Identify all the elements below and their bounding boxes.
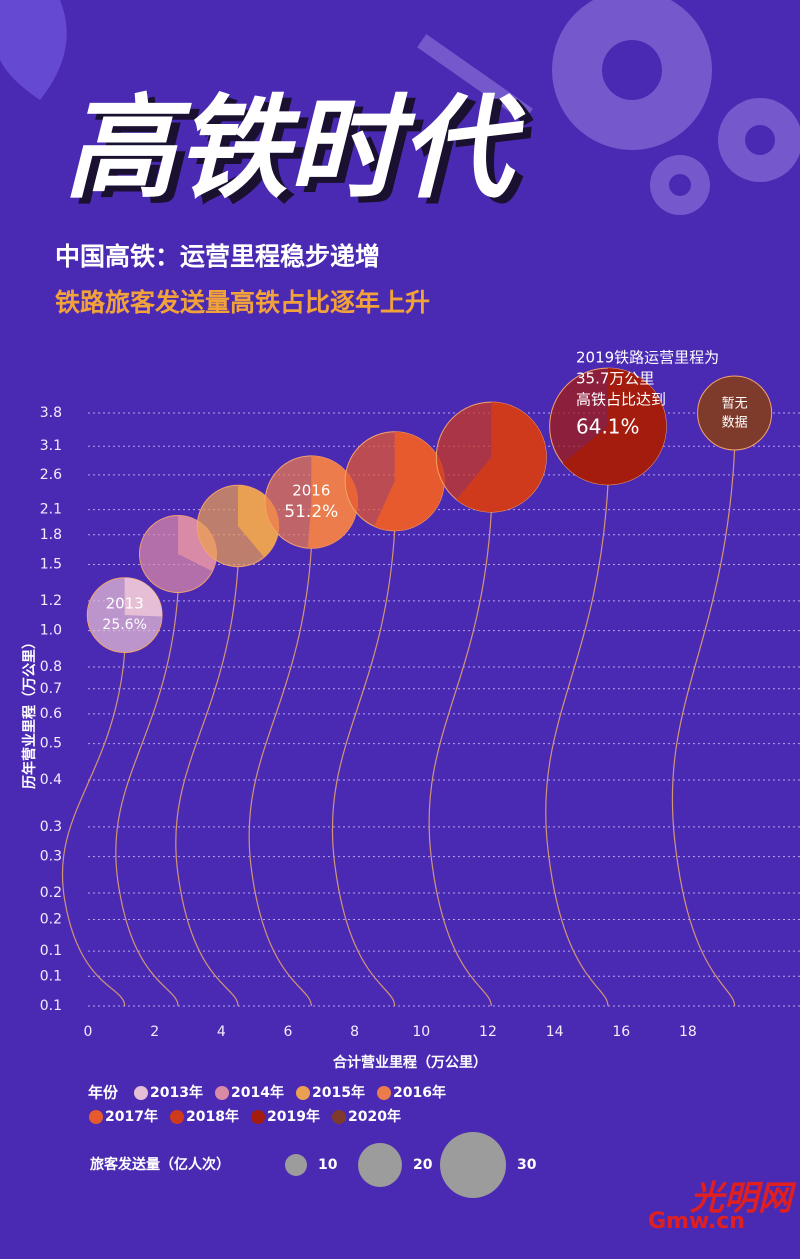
y-tick-label: 0.1: [40, 943, 62, 959]
connector: [428, 512, 492, 1007]
legend-swatch: [377, 1086, 391, 1100]
annotation: 2019铁路运营里程为: [576, 349, 719, 367]
share-slice: [374, 431, 445, 531]
y-tick-label: 2.6: [40, 467, 62, 483]
size-legend-circle: [440, 1132, 506, 1198]
y-tick-label: 1.2: [40, 593, 62, 609]
x-tick-label: 0: [84, 1024, 93, 1040]
connector: [175, 566, 239, 1007]
x-tick-label: 10: [412, 1024, 430, 1040]
subtitle: 中国高铁：运营里程稳步递增: [55, 242, 380, 271]
connector: [115, 592, 179, 1007]
bubble-year: 2016: [292, 482, 330, 500]
bubble-group: [86, 577, 163, 653]
y-tick-label: 1.0: [40, 623, 62, 639]
size-legend-label: 20: [413, 1157, 433, 1173]
legend-label: 2018年: [186, 1108, 239, 1125]
connector: [331, 530, 396, 1007]
y-tick-label: 0.3: [40, 819, 62, 835]
connector: [671, 449, 736, 1007]
y-tick-label: 0.5: [40, 736, 62, 752]
bubble-group: [697, 375, 773, 451]
legend-swatch: [215, 1086, 229, 1100]
y-tick-label: 0.1: [40, 968, 62, 984]
legend-label: 2013年: [150, 1084, 203, 1101]
legend-swatch: [332, 1110, 346, 1124]
y-tick-label: 0.8: [40, 659, 62, 675]
share-slice: [124, 577, 163, 617]
legend-swatch: [251, 1110, 265, 1124]
x-axis-title: 合计营业里程（万公里）: [333, 1054, 487, 1071]
size-legend-circle: [358, 1143, 402, 1187]
size-legend-label: 30: [517, 1157, 537, 1173]
share-label: 25.6%: [102, 617, 146, 633]
x-tick-label: 16: [612, 1024, 630, 1040]
no-data-label: 数据: [722, 416, 748, 431]
annotation: 35.7万公里: [576, 370, 654, 388]
bubble-group: [344, 431, 445, 532]
connector: [545, 484, 609, 1007]
bubble-group: [435, 401, 547, 513]
bubble: [697, 375, 773, 451]
x-tick-label: 14: [546, 1024, 564, 1040]
size-legend-title: 旅客发送量（亿人次）: [90, 1156, 230, 1173]
size-legend-label: 10: [318, 1157, 338, 1173]
bubble-group: [549, 367, 667, 486]
y-tick-label: 0.4: [40, 772, 62, 788]
bubble-year: 2013: [106, 595, 144, 613]
y-tick-label: 0.7: [40, 681, 62, 697]
y-tick-label: 3.1: [40, 438, 62, 454]
subtitle-2: 铁路旅客发送量高铁占比逐年上升: [55, 288, 430, 317]
no-data-label: 暂无: [722, 397, 748, 412]
legend-label: 2014年: [231, 1084, 284, 1101]
y-tick-label: 2.1: [40, 502, 62, 518]
y-tick-label: 1.8: [40, 527, 62, 543]
x-tick-label: 12: [479, 1024, 497, 1040]
y-tick-label: 3.8: [40, 405, 62, 421]
title: 高铁时代: [64, 84, 526, 214]
legend-label: 2020年: [348, 1108, 401, 1125]
legend-label: 2017年: [105, 1108, 158, 1125]
logo: 光明网: [690, 1179, 797, 1219]
legend-swatch: [89, 1110, 103, 1124]
logo-url: Gmw.cn: [648, 1209, 745, 1234]
x-tick-label: 8: [350, 1024, 359, 1040]
legend-swatch: [296, 1086, 310, 1100]
decoration: [0, 0, 800, 215]
legend-label: 2019年: [267, 1108, 320, 1125]
y-axis-title: 历年营业里程（万公里）: [21, 635, 38, 789]
y-tick-label: 0.2: [40, 911, 62, 927]
share-slice: [456, 402, 547, 513]
legend-swatch: [134, 1086, 148, 1100]
x-tick-label: 18: [679, 1024, 697, 1040]
x-tick-label: 6: [284, 1024, 293, 1040]
x-tick-label: 4: [217, 1024, 226, 1040]
y-tick-label: 0.1: [40, 998, 62, 1014]
share-label: 51.2%: [284, 502, 338, 522]
size-legend-circle: [285, 1154, 307, 1176]
share-slice: [562, 368, 667, 485]
legend-label: 2015年: [312, 1084, 365, 1101]
annotation: 高铁占比达到: [576, 391, 666, 409]
y-tick-label: 0.2: [40, 885, 62, 901]
legend-title: 年份: [88, 1084, 119, 1102]
legend-label: 2016年: [393, 1084, 446, 1101]
title-shadow: 高铁时代: [72, 90, 534, 220]
connector: [248, 548, 312, 1007]
y-tick-label: 1.5: [40, 557, 62, 573]
x-tick-label: 2: [150, 1024, 159, 1040]
share-label: 64.1%: [576, 415, 640, 439]
y-tick-label: 0.3: [40, 849, 62, 865]
connector: [61, 652, 126, 1007]
legend-swatch: [170, 1110, 184, 1124]
y-tick-label: 0.6: [40, 706, 62, 722]
